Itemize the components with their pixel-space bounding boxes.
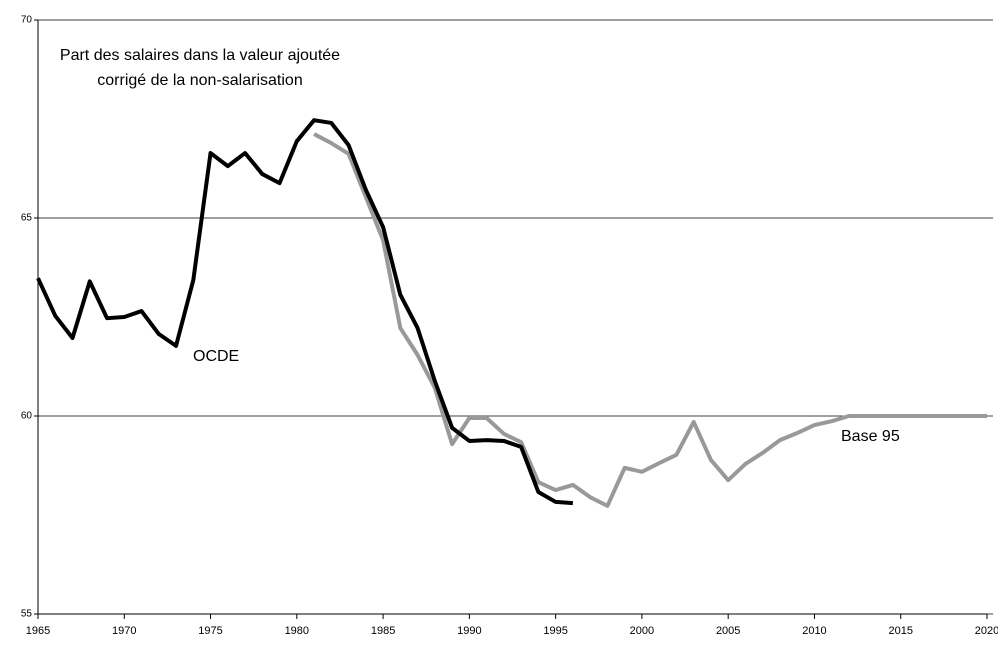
line-series xyxy=(36,118,574,506)
x-tick-label: 1995 xyxy=(543,625,567,637)
line-series xyxy=(313,132,987,508)
series-label: Base 95 xyxy=(841,428,900,445)
x-tick-label: 1990 xyxy=(457,625,481,637)
x-tick-label: 1985 xyxy=(371,625,395,637)
y-tick-label: 70 xyxy=(21,15,33,26)
x-tick-label: 2000 xyxy=(630,625,654,637)
x-tick-label: 1980 xyxy=(285,625,309,637)
y-tick-label: 65 xyxy=(21,213,33,224)
x-tick-label: 2010 xyxy=(802,625,826,637)
x-tick-label: 1975 xyxy=(198,625,222,637)
y-tick-label: 55 xyxy=(21,609,33,620)
x-tick-label: 1970 xyxy=(112,625,136,637)
y-tick-label: 60 xyxy=(21,411,33,422)
x-tick-label: 2015 xyxy=(888,625,912,637)
x-tick-label: 2020 xyxy=(975,625,998,637)
series-label: OCDE xyxy=(193,348,239,365)
x-tick-label: 2005 xyxy=(716,625,740,637)
x-tick-label: 1965 xyxy=(26,625,50,637)
chart-title: corrigé de la non-salarisation xyxy=(97,72,302,89)
chart-title: Part des salaires dans la valeur ajoutée xyxy=(60,47,340,64)
